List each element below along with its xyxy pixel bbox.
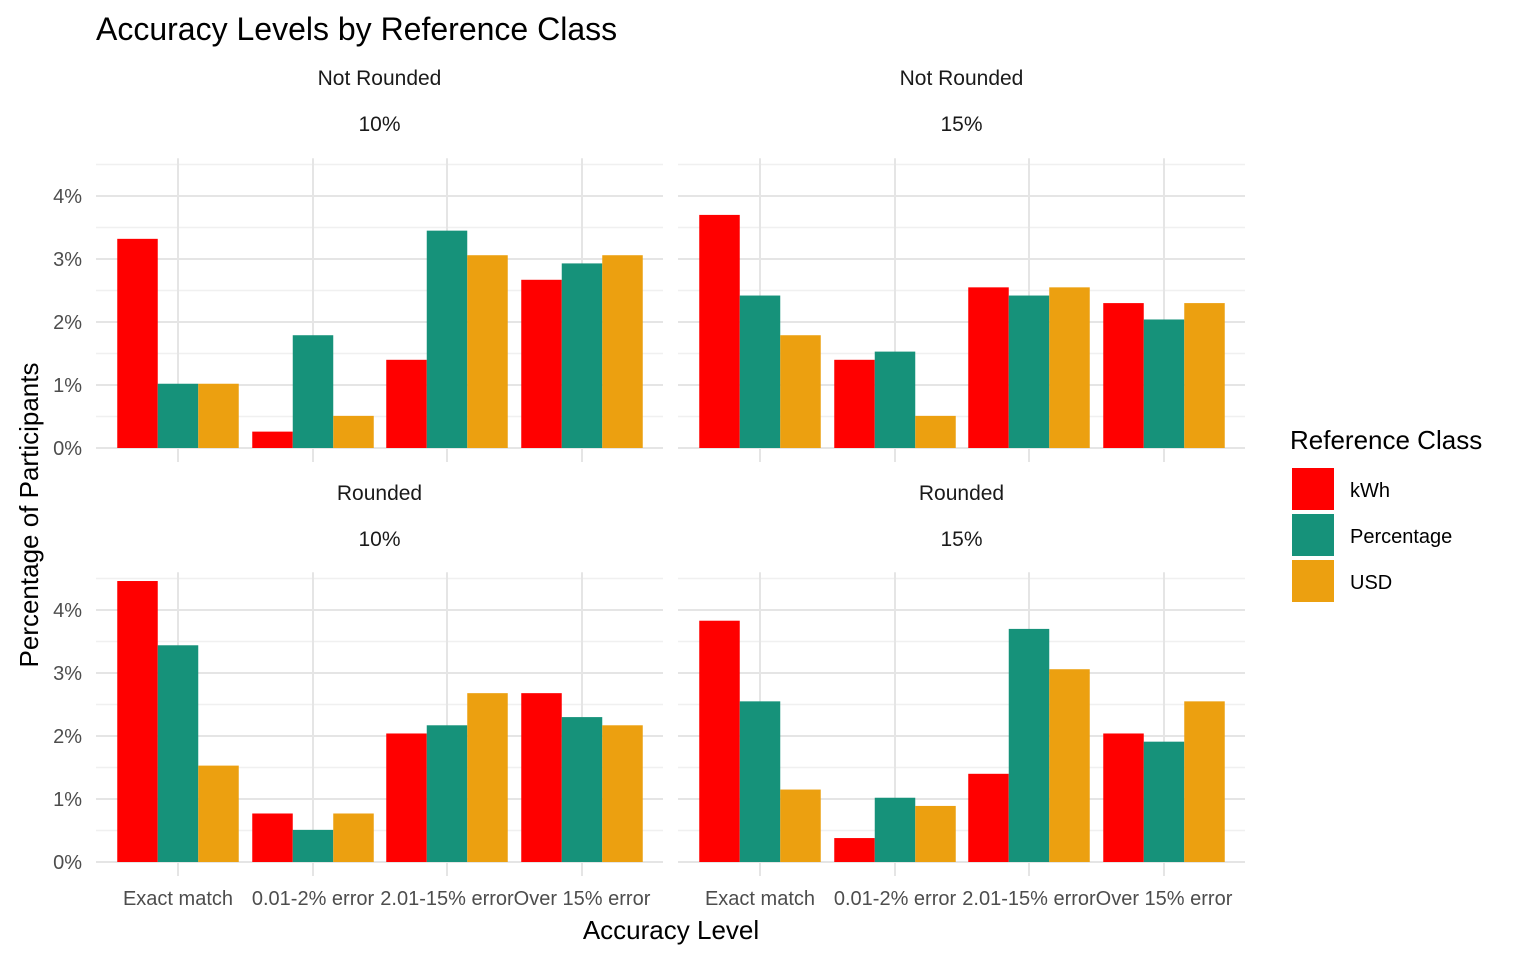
- bar-percentage-1: [874, 351, 916, 448]
- bar-usd-1: [333, 415, 374, 448]
- y-tick-label: 4%: [53, 186, 82, 208]
- bar-kwh-3: [521, 279, 562, 448]
- panel-col-label: 10%: [358, 113, 400, 136]
- bar-percentage-3: [561, 717, 603, 862]
- x-tick-label: 0.01-2% error: [834, 888, 957, 910]
- bar-kwh-0: [699, 214, 740, 448]
- bar-kwh-1: [834, 359, 875, 448]
- panel-row-label: Not Rounded: [900, 67, 1024, 90]
- bar-kwh-1: [834, 838, 875, 862]
- y-tick-label: 4%: [53, 600, 82, 622]
- bar-kwh-0: [117, 581, 158, 862]
- panel-not-rounded-15pct: Not Rounded 15%: [678, 67, 1245, 462]
- bar-percentage-1: [292, 829, 334, 862]
- panel-rounded-10pct: Rounded 10% 0% 1% 2% 3% 4% Exact match 0.01-2% e…: [53, 482, 663, 910]
- x-tick-label: Exact match: [705, 888, 815, 910]
- bar-percentage-0: [739, 295, 781, 448]
- bar-kwh-0: [699, 620, 740, 862]
- x-tick-label: Exact match: [123, 888, 233, 910]
- panel-col-label: 15%: [940, 113, 982, 136]
- bar-percentage-0: [157, 383, 199, 448]
- legend-label-usd: USD: [1350, 572, 1392, 594]
- x-axis-title: Accuracy Level: [583, 915, 759, 945]
- chart-title: Accuracy Levels by Reference Class: [96, 11, 617, 47]
- bar-percentage-2: [426, 230, 468, 448]
- legend-swatch-percentage: [1292, 514, 1334, 556]
- bar-usd-1: [915, 805, 956, 862]
- x-tick-label: 0.01-2% error: [252, 888, 375, 910]
- bar-kwh-2: [386, 359, 427, 448]
- legend-title: Reference Class: [1290, 425, 1482, 455]
- bar-usd-2: [467, 255, 508, 448]
- bar-usd-1: [333, 813, 374, 862]
- bar-kwh-0: [117, 238, 158, 448]
- bar-kwh-2: [968, 287, 1009, 448]
- bar-percentage-1: [874, 797, 916, 862]
- bar-usd-1: [915, 415, 956, 448]
- bar-percentage-2: [426, 725, 468, 862]
- x-tick-label: Over 15% error: [1096, 888, 1233, 910]
- bar-usd-0: [780, 789, 821, 862]
- panel-row-label: Not Rounded: [318, 67, 442, 90]
- bar-kwh-3: [1103, 733, 1144, 862]
- bar-kwh-1: [252, 813, 293, 862]
- panel-col-label: 10%: [358, 528, 400, 551]
- legend-items: kWh Percentage USD: [1292, 468, 1452, 602]
- bar-kwh-3: [521, 693, 562, 862]
- bar-kwh-3: [1103, 303, 1144, 448]
- bar-kwh-1: [252, 431, 293, 448]
- panel-not-rounded-10pct: Not Rounded 10% 0% 1% 2% 3% 4%: [53, 67, 663, 462]
- legend: Reference Class kWh Percentage USD: [1290, 425, 1482, 602]
- y-tick-label: 3%: [53, 663, 82, 685]
- y-tick-label: 1%: [53, 375, 82, 397]
- y-tick-label: 1%: [53, 789, 82, 811]
- bar-usd-0: [198, 383, 239, 448]
- y-tick-label: 0%: [53, 438, 82, 460]
- legend-swatch-usd: [1292, 560, 1334, 602]
- y-tick-label: 2%: [53, 726, 82, 748]
- y-axis-title: Percentage of Participants: [14, 363, 44, 668]
- x-tick-label: 2.01-15% error: [962, 888, 1096, 910]
- legend-label-percentage: Percentage: [1350, 526, 1452, 548]
- bar-percentage-3: [561, 263, 603, 448]
- panel-col-label: 15%: [940, 528, 982, 551]
- bar-percentage-2: [1008, 628, 1050, 862]
- bar-usd-0: [780, 335, 821, 448]
- bar-kwh-2: [386, 733, 427, 862]
- x-tick-label: 2.01-15% error: [380, 888, 514, 910]
- panel-row-label: Rounded: [919, 482, 1004, 505]
- bar-usd-2: [1049, 287, 1090, 448]
- bar-kwh-2: [968, 773, 1009, 862]
- bar-usd-3: [602, 725, 643, 862]
- y-tick-label: 2%: [53, 312, 82, 334]
- bar-percentage-0: [739, 701, 781, 862]
- bar-usd-2: [467, 693, 508, 862]
- bar-percentage-0: [157, 645, 199, 862]
- legend-label-kwh: kWh: [1350, 480, 1390, 502]
- panel-rounded-15pct: Rounded 15% Exact match 0.01-2% error 2.01-1…: [678, 482, 1245, 910]
- panel-row-label: Rounded: [337, 482, 422, 505]
- bar-percentage-3: [1143, 319, 1185, 448]
- bar-percentage-3: [1143, 741, 1185, 862]
- bar-percentage-2: [1008, 295, 1050, 448]
- legend-swatch-kwh: [1292, 468, 1334, 510]
- x-tick-label: Over 15% error: [514, 888, 651, 910]
- bar-percentage-1: [292, 335, 334, 448]
- y-tick-label: 3%: [53, 249, 82, 271]
- bar-usd-3: [1184, 701, 1225, 862]
- bar-usd-3: [602, 255, 643, 448]
- y-tick-label: 0%: [53, 852, 82, 874]
- bar-usd-0: [198, 765, 239, 862]
- bar-usd-3: [1184, 303, 1225, 448]
- bar-usd-2: [1049, 669, 1090, 862]
